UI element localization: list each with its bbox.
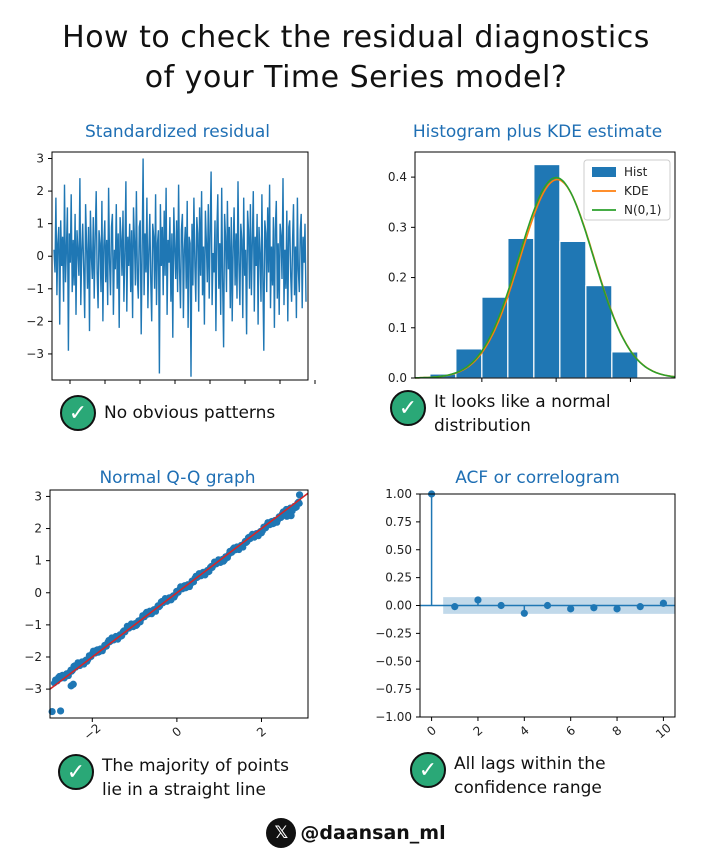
acf-ytick-label: −0.25 <box>375 626 412 640</box>
check-icon: ✓ <box>390 390 426 426</box>
x-logo-icon[interactable]: 𝕏 <box>266 818 297 848</box>
acf-ytick-label: 0.00 <box>385 599 412 613</box>
residual-title: Standardized residual <box>85 122 270 142</box>
acf-ytick-label: −0.75 <box>375 682 412 696</box>
acf-ytick-label: 0.50 <box>385 543 412 557</box>
histogram-bar <box>507 237 535 379</box>
legend-normal-label: N(0,1) <box>624 203 661 217</box>
acf-point <box>636 603 644 611</box>
qq-point <box>295 491 304 499</box>
histogram-bar <box>455 348 483 379</box>
acf-ytick-label: −1.00 <box>375 710 412 724</box>
acf-point <box>497 601 505 610</box>
qq-ytick-label: −3 <box>24 682 42 696</box>
acf-ytick-label: 0.25 <box>385 571 412 585</box>
acf-note: ✓ All lags within the confidence range <box>410 752 606 800</box>
residual-series-line <box>53 158 307 377</box>
residual-ytick-label: 2 <box>36 184 44 198</box>
acf-point <box>520 609 528 617</box>
footer: 𝕏 @daansan_ml <box>0 818 712 848</box>
acf-xtick-label: 2 <box>471 723 486 739</box>
acf-note-text: All lags within the confidence range <box>454 754 606 798</box>
qq-point <box>56 707 65 715</box>
qq-ytick-label: −2 <box>24 650 42 664</box>
acf-point <box>543 601 552 610</box>
residual-axes-frame <box>51 151 309 381</box>
qq-title: Normal Q-Q graph <box>99 468 256 488</box>
acf-xtick-label: 0 <box>424 723 439 739</box>
qq-ytick-label: 1 <box>34 554 42 568</box>
histogram-ytick-label: 0.4 <box>388 170 407 184</box>
acf-title: ACF or correlogram <box>455 468 620 488</box>
acf-point <box>474 596 482 604</box>
qq-xtick-label: −2 <box>81 721 104 743</box>
qq-point <box>69 680 77 688</box>
histogram-ytick-label: 0.2 <box>388 271 407 285</box>
qq-ytick-label: 2 <box>34 522 42 536</box>
histogram-ytick-label: 0.1 <box>388 321 407 335</box>
acf-ytick-label: 0.75 <box>385 515 412 529</box>
acf-xtick-label: 4 <box>517 723 532 739</box>
residual-ytick-label: −1 <box>26 282 44 296</box>
residual-ytick-label: 1 <box>36 217 44 231</box>
qq-ytick-label: −1 <box>24 618 42 632</box>
qq-xtick-label: 0 <box>169 724 184 740</box>
histogram-bar <box>559 240 587 379</box>
qq-note-text: The majority of points lie in a straight… <box>102 756 289 800</box>
qq-point <box>283 512 291 520</box>
acf-xtick-label: 10 <box>653 721 674 742</box>
qq-ytick-label: 0 <box>34 586 42 600</box>
histogram-bar <box>533 163 561 379</box>
qq-reference-line <box>49 492 309 690</box>
acf-xtick-label: 8 <box>610 723 625 739</box>
acf-point <box>613 605 621 613</box>
legend-hist-swatch <box>592 167 616 177</box>
normal-curve <box>414 176 676 379</box>
page-title-line1: How to check the residual diagnostics <box>62 20 650 55</box>
acf-point <box>451 603 459 611</box>
check-icon: ✓ <box>60 395 96 431</box>
acf-ytick-label: −0.50 <box>375 654 412 668</box>
residual-ytick-label: 0 <box>36 249 44 263</box>
residual-note-text: No obvious patterns <box>104 403 276 423</box>
histogram-ytick-label: 0.3 <box>388 220 407 234</box>
histogram-note: ✓ It looks like a normal distribution <box>390 390 611 438</box>
acf-xtick-label: 6 <box>563 723 578 739</box>
qq-points <box>48 491 304 716</box>
legend-hist-label: Hist <box>624 165 648 179</box>
residual-note: ✓ No obvious patterns <box>60 395 275 431</box>
acf-point <box>590 604 598 612</box>
qq-xtick-label: 2 <box>254 724 269 740</box>
author-handle[interactable]: @daansan_ml <box>300 822 446 844</box>
qq-note: ✓ The majority of points lie in a straig… <box>58 754 289 802</box>
acf-point <box>659 599 668 607</box>
page-title-line2: of your Time Series model? <box>144 60 568 95</box>
qq-ytick-label: 3 <box>34 489 42 503</box>
acf-ytick-label: 1.00 <box>385 487 412 501</box>
legend-kde-label: KDE <box>624 184 649 198</box>
residual-ytick-label: −2 <box>26 314 44 328</box>
histogram-ytick-label: 0.0 <box>388 371 407 385</box>
qq-axes-frame <box>49 489 309 719</box>
acf-point <box>567 605 575 613</box>
histogram-title: Histogram plus KDE estimate <box>412 122 663 142</box>
histogram-axes-frame <box>414 151 676 379</box>
check-icon: ✓ <box>58 754 94 790</box>
check-icon: ✓ <box>410 752 446 788</box>
histogram-note-text: It looks like a normal distribution <box>434 392 611 436</box>
residual-ytick-label: 3 <box>36 152 44 166</box>
residual-ytick-label: −3 <box>26 347 44 361</box>
